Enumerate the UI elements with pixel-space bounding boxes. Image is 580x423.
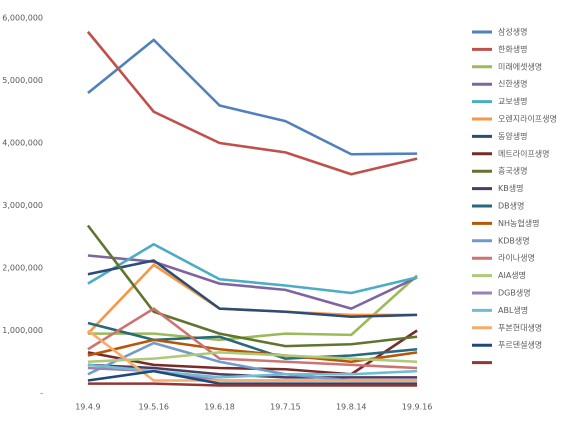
legend-label: DGB생명 xyxy=(498,288,531,298)
legend-label: 푸르덴셜생명 xyxy=(498,340,542,350)
legend-label: 메트라이프생명 xyxy=(498,148,550,158)
legend-label: AIA생명 xyxy=(498,270,526,280)
series-line xyxy=(86,263,418,335)
legend-label: 오렌지라이프생명 xyxy=(498,114,557,124)
series-line xyxy=(87,259,418,319)
legend-label: 교보생명 xyxy=(498,96,527,106)
legend-label: 동양생명 xyxy=(498,131,527,141)
x-tick-label: 19.4.9 xyxy=(75,403,100,412)
series-line xyxy=(87,382,418,387)
y-tick-label: - xyxy=(40,389,43,398)
legend-label: 신한생명 xyxy=(498,79,527,89)
series-line xyxy=(87,274,418,342)
x-tick-label: 19.9.16 xyxy=(402,403,433,412)
series-line xyxy=(86,224,418,348)
series-line xyxy=(86,30,418,176)
series-line xyxy=(87,254,418,310)
x-tick-label: 19.6.18 xyxy=(204,403,235,412)
y-tick-label: 5,000,000 xyxy=(2,76,43,85)
x-tick-label: 19.7.15 xyxy=(270,403,301,412)
legend-label: KB생명 xyxy=(498,183,523,193)
series-line xyxy=(87,321,418,360)
legend-label: 푸본현대생명 xyxy=(498,322,542,332)
x-tick-label: 19.5.16 xyxy=(138,403,169,412)
y-tick-label: 3,000,000 xyxy=(2,201,43,210)
legend-label: 흥국생명 xyxy=(498,166,527,176)
series-line xyxy=(87,369,418,385)
series-line xyxy=(87,242,418,295)
series-line xyxy=(87,307,418,370)
legend-label: NH농협생명 xyxy=(498,218,539,228)
series-line xyxy=(87,351,418,364)
x-tick-label: 19.8.14 xyxy=(336,403,367,412)
y-tick-label: 6,000,000 xyxy=(2,14,43,23)
legend-label: ABL생명 xyxy=(498,305,528,315)
legend-label: 미래에셋생명 xyxy=(498,61,542,71)
series-line xyxy=(87,363,418,379)
legend-label: KDB생명 xyxy=(498,235,530,245)
legend-label: DB생명 xyxy=(498,201,524,211)
legend-label: 라이나생명 xyxy=(498,253,535,263)
y-tick-label: 1,000,000 xyxy=(2,326,43,335)
series-line xyxy=(87,38,418,156)
legend-label: 삼성생명 xyxy=(498,27,527,37)
y-tick-label: 2,000,000 xyxy=(2,264,43,273)
legend-label: 한화생명 xyxy=(498,44,527,54)
y-tick-label: 4,000,000 xyxy=(2,139,43,148)
